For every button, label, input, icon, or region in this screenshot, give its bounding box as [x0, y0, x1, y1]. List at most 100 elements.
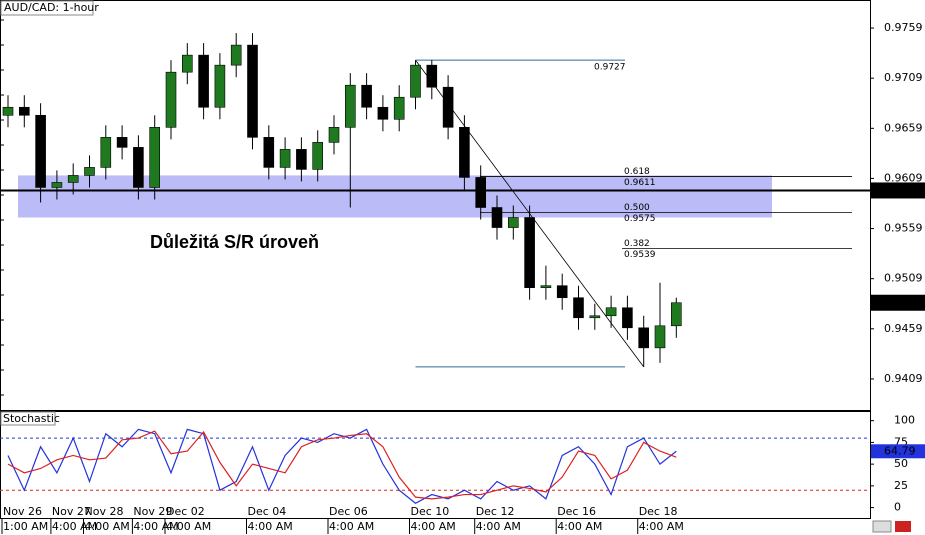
x-time-label: 4:00 AM [166, 520, 211, 533]
candle-body [573, 297, 584, 319]
indicator-value-label: 64.79 [884, 444, 916, 457]
x-time-label: 1:00 AM [3, 520, 48, 533]
candle-body [84, 167, 95, 176]
candle-body [312, 142, 324, 170]
fib-ratio-label: 0.618 [624, 167, 650, 177]
candle-body [18, 106, 30, 116]
y-tick-label: 0.9759 [884, 21, 923, 34]
fib-high-label: 0.9727 [594, 63, 626, 73]
candle-body [361, 84, 372, 108]
indicator-panel [0, 411, 871, 519]
fib-price-label: 0.9539 [624, 250, 656, 260]
candle-body [67, 175, 79, 183]
y-tick-label: 0.9709 [884, 71, 923, 84]
candle-body [165, 71, 177, 128]
fib-ratio-label: 0.382 [624, 239, 650, 249]
fib-ratio-label: 0.500 [624, 203, 650, 213]
candle-body [296, 149, 307, 170]
indicator-y-tick-label: 100 [894, 414, 915, 427]
stochastic-line [7, 430, 677, 500]
x-tick-label: Nov 27 [52, 505, 91, 518]
y-tick-label: 0.9559 [884, 222, 923, 235]
candle-body [459, 127, 470, 178]
candle-body [524, 217, 535, 289]
title-box [0, 0, 94, 16]
candle-body [35, 114, 46, 188]
x-tick-label: Nov 28 [85, 505, 124, 518]
candle-body [100, 137, 112, 168]
close-button[interactable] [895, 521, 911, 532]
candle-body [263, 137, 275, 168]
x-time-label: 4:00 AM [411, 520, 456, 533]
x-time-label: 4:00 AM [133, 520, 178, 533]
candle-body [198, 54, 209, 108]
candle-body [182, 54, 193, 73]
candle-body [475, 177, 487, 208]
candle-body [654, 325, 666, 349]
candle-body [556, 285, 568, 299]
candle-body [344, 84, 356, 128]
candle-body [589, 315, 601, 319]
candle-body [149, 127, 160, 188]
candle-body [116, 137, 128, 148]
candle-body [491, 207, 503, 228]
y-tick-label: 0.9409 [884, 372, 923, 385]
fib-price-label: 0.9611 [624, 178, 656, 188]
scroll-button[interactable] [872, 520, 892, 533]
candle-body [670, 302, 682, 327]
x-tick-label: Dec 02 [166, 505, 205, 518]
x-time-label: 4:00 AM [248, 520, 293, 533]
candle-body [230, 44, 242, 66]
x-time-label: 4:00 AM [476, 520, 521, 533]
candle-body [377, 106, 389, 120]
stochastic-line [7, 428, 677, 504]
indicator-value-box [871, 444, 925, 459]
candle-body [426, 64, 438, 88]
y-tick-label: 0.9609 [884, 171, 923, 184]
candle-body [328, 127, 340, 143]
x-time-label: 4:00 AM [329, 520, 374, 533]
x-time-label: 4:00 AM [85, 520, 130, 533]
sr-zone [18, 175, 772, 218]
x-tick-label: Dec 16 [557, 505, 596, 518]
indicator-y-tick-label: 0 [894, 501, 901, 514]
candle-body [393, 96, 405, 120]
indicator-title: Stochastic [3, 412, 60, 425]
last-price-box [871, 294, 925, 311]
sr-label-box [871, 182, 925, 199]
last-price-label: 0.9485 [884, 296, 923, 309]
sr-label: 0.9597 [884, 183, 923, 196]
x-tick-label: Dec 18 [639, 505, 678, 518]
candle-body [507, 217, 519, 228]
annotation: Důležitá S/R úroveň [150, 232, 319, 252]
candle-body [410, 64, 421, 98]
candle-body [279, 149, 291, 168]
candle-body [214, 64, 226, 108]
candle-body [622, 307, 633, 329]
candle-body [442, 86, 454, 128]
candle-body [540, 285, 552, 289]
fib-price-label: 0.9575 [624, 214, 656, 224]
x-tick-label: Dec 12 [476, 505, 515, 518]
candle-body [51, 182, 63, 188]
x-time-label: 4:00 AM [639, 520, 684, 533]
price-panel [0, 0, 871, 411]
x-tick-label: Dec 04 [248, 505, 287, 518]
candle-body [2, 106, 14, 116]
y-tick-label: 0.9459 [884, 322, 923, 335]
indicator-title-box [0, 411, 56, 426]
y-tick-label: 0.9659 [884, 121, 923, 134]
y-tick-label: 0.9509 [884, 272, 923, 285]
x-tick-label: Nov 26 [3, 505, 42, 518]
candle-body [605, 307, 617, 317]
x-tick-label: Nov 29 [133, 505, 172, 518]
indicator-y-tick-label: 25 [894, 479, 908, 492]
indicator-y-tick-label: 50 [894, 457, 908, 470]
x-time-label: 4:00 AM [557, 520, 602, 533]
candle-body [638, 327, 650, 349]
x-tick-label: Dec 10 [411, 505, 450, 518]
chart-title: AUD/CAD: 1-hour [4, 1, 99, 14]
candle-body [247, 44, 258, 138]
